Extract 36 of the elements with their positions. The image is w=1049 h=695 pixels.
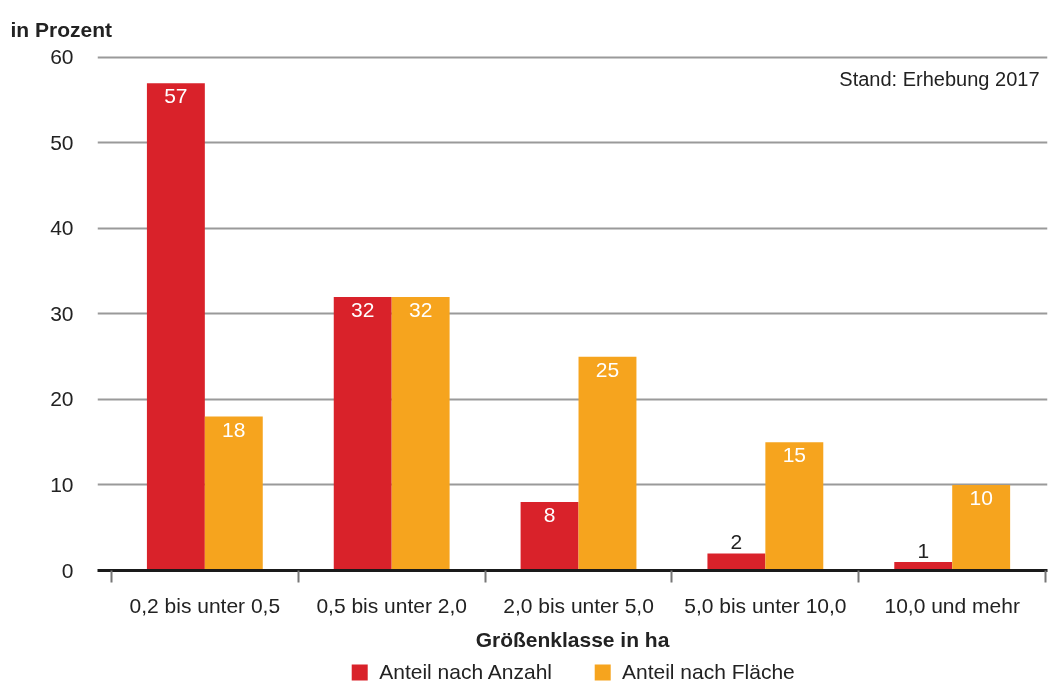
bar: [952, 485, 1011, 571]
data-label: 57: [164, 84, 188, 108]
data-label: 32: [408, 297, 433, 321]
data-label: 32: [351, 297, 375, 321]
bar: [520, 502, 579, 571]
y-tick-label: 40: [50, 216, 74, 240]
x-tick-label: 0,5 bis unter 2,0: [316, 593, 467, 617]
data-label: 1: [917, 538, 930, 562]
y-tick-label: 50: [50, 130, 74, 154]
bar: [204, 416, 263, 571]
bar: [333, 296, 392, 571]
bar: [391, 296, 450, 571]
x-tick-label: 5,0 bis unter 10,0: [684, 593, 847, 617]
data-label: 18: [222, 417, 246, 441]
data-label: 25: [595, 357, 620, 381]
y-tick-label: 20: [50, 387, 74, 411]
x-tick-label: 10,0 und mehr: [884, 593, 1020, 617]
annotation: Stand: Erhebung 2017: [839, 67, 1040, 90]
x-tick-label: 0,2 bis unter 0,5: [129, 593, 281, 617]
bar: [707, 553, 766, 571]
x-axis-title: Größenklasse in ha: [475, 627, 670, 651]
bar: [765, 442, 824, 571]
data-label: 10: [969, 486, 993, 509]
bar: [146, 83, 205, 571]
y-tick-label: 30: [50, 302, 74, 325]
legend-label: Anteil nach Fläche: [622, 660, 795, 684]
data-label: 8: [543, 503, 556, 527]
y-axis-title: in Prozent: [10, 17, 113, 41]
data-label: 2: [730, 530, 743, 554]
y-tick-label: 10: [50, 473, 74, 496]
data-label: 15: [782, 443, 807, 467]
y-tick-label: 60: [50, 45, 74, 69]
y-tick-label: 0: [61, 558, 74, 582]
bar: [578, 356, 637, 571]
x-tick-label: 2,0 bis unter 5,0: [503, 593, 654, 617]
legend-label: Anteil nach Anzahl: [379, 660, 553, 684]
